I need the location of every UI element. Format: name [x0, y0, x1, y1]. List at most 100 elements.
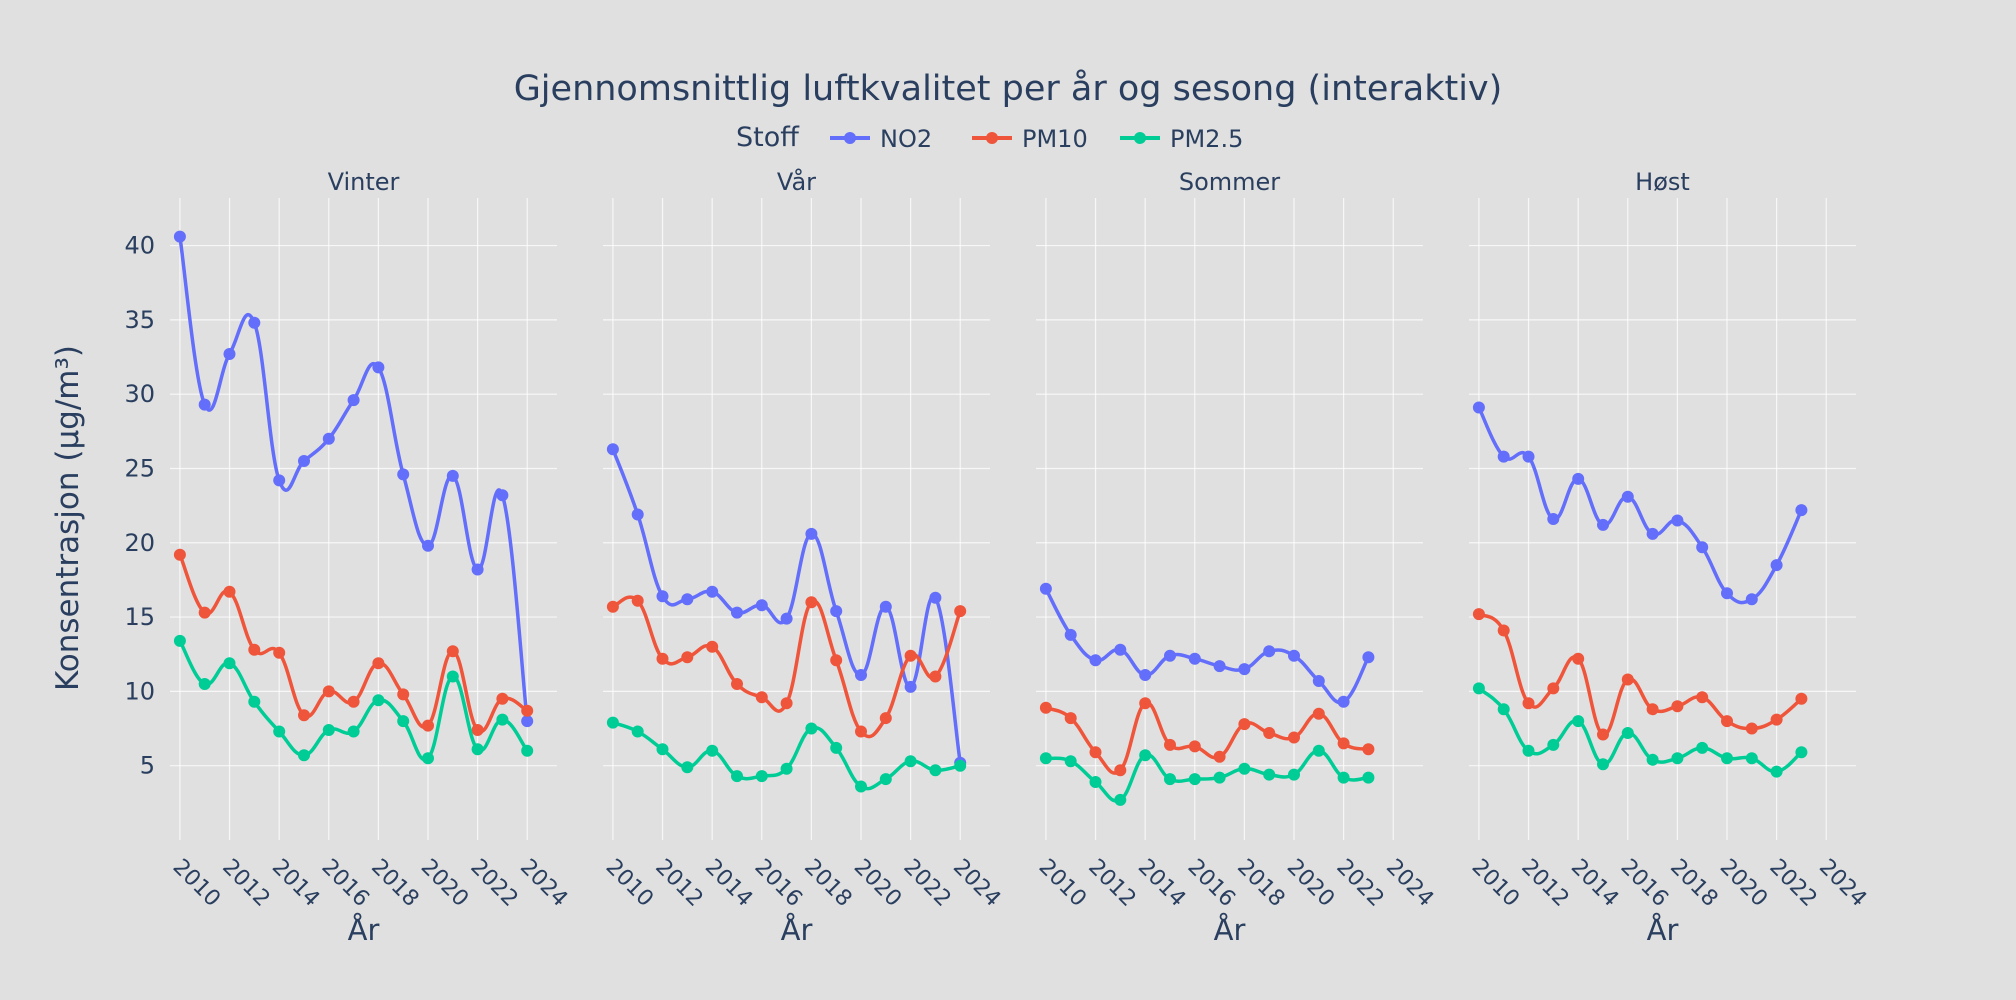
data-point[interactable]	[1795, 504, 1808, 517]
data-point[interactable]	[1646, 753, 1659, 766]
data-point[interactable]	[656, 652, 669, 665]
data-point[interactable]	[1114, 643, 1127, 656]
data-point[interactable]	[1547, 682, 1560, 695]
data-point[interactable]	[681, 593, 694, 606]
data-point[interactable]	[1696, 691, 1709, 704]
data-point[interactable]	[1597, 518, 1609, 531]
data-point[interactable]	[954, 759, 967, 772]
data-point[interactable]	[446, 469, 459, 482]
data-point[interactable]	[1213, 750, 1226, 763]
data-point[interactable]	[298, 749, 310, 762]
data-point[interactable]	[173, 548, 186, 561]
data-point[interactable]	[631, 508, 644, 521]
data-point[interactable]	[1646, 703, 1659, 716]
data-point[interactable]	[422, 539, 434, 552]
data-point[interactable]	[1238, 718, 1251, 731]
data-point[interactable]	[1597, 728, 1609, 741]
data-point[interactable]	[1337, 771, 1350, 784]
data-point[interactable]	[1139, 697, 1152, 710]
data-point[interactable]	[1213, 660, 1226, 673]
data-point[interactable]	[1362, 771, 1375, 784]
data-point[interactable]	[1522, 450, 1535, 463]
data-point[interactable]	[1288, 649, 1300, 662]
data-point[interactable]	[1238, 663, 1251, 676]
data-point[interactable]	[1671, 700, 1684, 713]
data-point[interactable]	[830, 605, 843, 618]
data-point[interactable]	[248, 643, 261, 656]
data-point[interactable]	[1696, 541, 1709, 554]
data-point[interactable]	[1745, 593, 1758, 606]
data-point[interactable]	[1547, 513, 1560, 525]
data-point[interactable]	[1312, 744, 1325, 757]
data-point[interactable]	[397, 688, 410, 701]
data-point[interactable]	[372, 657, 385, 670]
data-point[interactable]	[471, 563, 484, 576]
data-point[interactable]	[1696, 741, 1709, 754]
data-point[interactable]	[521, 704, 534, 717]
data-point[interactable]	[273, 474, 286, 487]
data-point[interactable]	[904, 680, 917, 693]
data-point[interactable]	[496, 692, 509, 705]
data-point[interactable]	[198, 398, 211, 411]
data-point[interactable]	[347, 695, 360, 708]
data-point[interactable]	[1671, 514, 1684, 527]
data-point[interactable]	[656, 590, 669, 603]
data-point[interactable]	[780, 612, 793, 625]
data-point[interactable]	[521, 715, 534, 728]
data-point[interactable]	[1572, 472, 1585, 485]
data-point[interactable]	[422, 719, 434, 732]
data-point[interactable]	[446, 670, 459, 683]
data-point[interactable]	[1213, 771, 1226, 784]
data-point[interactable]	[1238, 762, 1251, 775]
data-point[interactable]	[954, 605, 967, 618]
data-point[interactable]	[1770, 713, 1783, 726]
data-point[interactable]	[1288, 731, 1300, 744]
data-point[interactable]	[496, 489, 509, 502]
data-point[interactable]	[706, 640, 719, 653]
data-point[interactable]	[706, 744, 719, 757]
data-point[interactable]	[1064, 755, 1077, 768]
data-point[interactable]	[1721, 587, 1733, 600]
data-point[interactable]	[1089, 654, 1102, 667]
data-point[interactable]	[879, 773, 892, 786]
data-point[interactable]	[1039, 582, 1052, 595]
data-point[interactable]	[805, 596, 818, 609]
data-point[interactable]	[805, 527, 818, 540]
data-point[interactable]	[422, 752, 434, 765]
data-point[interactable]	[223, 348, 236, 360]
data-point[interactable]	[347, 394, 360, 407]
data-point[interactable]	[496, 713, 509, 726]
data-point[interactable]	[521, 744, 534, 757]
data-point[interactable]	[631, 725, 644, 738]
data-point[interactable]	[1646, 527, 1659, 540]
data-point[interactable]	[1114, 764, 1127, 777]
data-point[interactable]	[1621, 673, 1634, 686]
data-point[interactable]	[347, 725, 360, 738]
data-point[interactable]	[755, 691, 768, 704]
data-point[interactable]	[372, 361, 385, 374]
data-point[interactable]	[879, 712, 892, 725]
data-point[interactable]	[830, 741, 843, 754]
data-point[interactable]	[1139, 749, 1152, 762]
data-point[interactable]	[731, 606, 743, 619]
data-point[interactable]	[1188, 652, 1201, 665]
legend-item-pm10[interactable]: PM10	[972, 125, 1088, 153]
data-point[interactable]	[1263, 727, 1276, 739]
data-point[interactable]	[298, 709, 310, 722]
data-point[interactable]	[1721, 715, 1733, 728]
data-point[interactable]	[198, 678, 211, 690]
data-point[interactable]	[606, 716, 619, 729]
data-point[interactable]	[1139, 669, 1152, 681]
data-point[interactable]	[780, 697, 793, 710]
data-point[interactable]	[1621, 727, 1634, 739]
data-point[interactable]	[372, 694, 385, 707]
data-point[interactable]	[1064, 712, 1077, 725]
data-point[interactable]	[1362, 743, 1375, 756]
data-point[interactable]	[1114, 793, 1127, 806]
data-point[interactable]	[855, 780, 867, 793]
data-point[interactable]	[1522, 697, 1535, 710]
data-point[interactable]	[755, 599, 768, 612]
data-point[interactable]	[1263, 645, 1276, 658]
data-point[interactable]	[1337, 737, 1350, 750]
data-point[interactable]	[1770, 559, 1783, 572]
